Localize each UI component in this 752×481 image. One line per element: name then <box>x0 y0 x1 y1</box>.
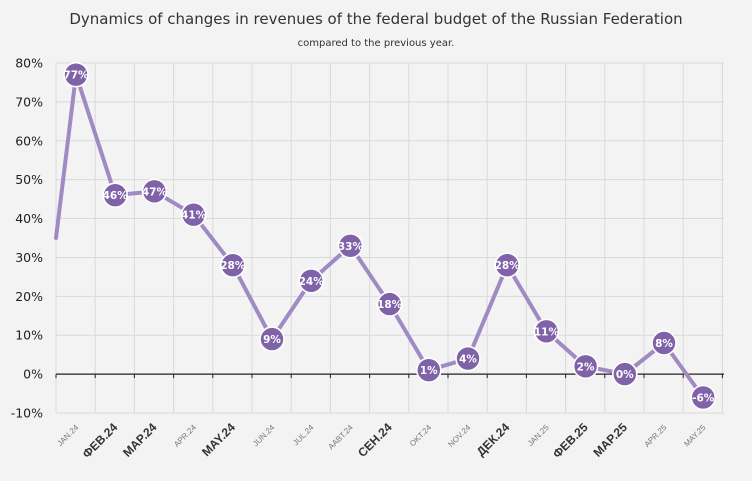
data-label: 1% <box>420 365 438 377</box>
x-tick-label: AABT.24 <box>326 423 355 452</box>
data-point-marker <box>141 178 168 205</box>
y-tick-label: 80% <box>15 56 43 71</box>
x-tick-label: MAY.24 <box>199 420 238 459</box>
data-label: 11% <box>534 326 560 338</box>
chart-title: Dynamics of changes in revenues of the f… <box>69 10 683 28</box>
data-point-marker <box>494 252 521 279</box>
data-label: 41% <box>181 210 207 222</box>
data-label: 24% <box>299 276 325 288</box>
y-tick-label: -10% <box>11 406 43 421</box>
x-tick-label: MAY.25 <box>682 423 708 449</box>
x-tick-label: ФЕВ.24 <box>80 420 121 461</box>
data-label: 18% <box>377 299 403 311</box>
data-label: 4% <box>459 354 477 366</box>
data-point-marker <box>415 357 442 384</box>
x-tick-label: JAN.25 <box>526 423 551 448</box>
data-label: 28% <box>220 260 246 272</box>
data-point-marker <box>102 182 128 209</box>
data-label: 47% <box>142 186 168 198</box>
data-point-marker <box>259 326 285 352</box>
y-tick-label: 70% <box>15 94 43 109</box>
y-tick-label: 40% <box>15 211 43 226</box>
data-label: 28% <box>495 260 521 272</box>
x-tick-label: ДЕК.24 <box>474 420 513 459</box>
data-label: 2% <box>577 361 595 373</box>
y-tick-label: 30% <box>15 250 43 265</box>
data-point-marker <box>651 330 677 356</box>
data-point-marker <box>611 361 638 387</box>
data-point-marker <box>690 384 717 411</box>
x-tick-label: ФЕВ.25 <box>550 420 591 461</box>
x-tick-label: JUL.24 <box>291 423 316 448</box>
x-tick-label: JAN.24 <box>55 423 80 448</box>
data-point-marker <box>180 201 207 228</box>
y-tick-label: 50% <box>15 172 43 187</box>
x-tick-label: APR.25 <box>643 423 669 449</box>
data-point-marker <box>63 61 89 88</box>
data-point-marker <box>455 345 481 372</box>
data-point-marker <box>220 252 246 279</box>
data-point-marker <box>572 353 599 380</box>
data-label: 46% <box>103 190 129 202</box>
data-label: 77% <box>63 70 89 82</box>
y-tick-label: 20% <box>15 289 43 304</box>
data-label: -6% <box>692 392 715 404</box>
data-point-marker <box>298 267 325 294</box>
x-tick-label: NOV.24 <box>446 423 472 449</box>
y-tick-label: 10% <box>15 328 43 343</box>
x-tick-label: CEH.24 <box>355 420 395 460</box>
series-line <box>54 72 706 400</box>
chart-subtitle: compared to the previous year. <box>297 38 455 49</box>
data-label: 0% <box>616 369 634 381</box>
data-point-marker <box>337 232 364 259</box>
x-tick-label: JUN.24 <box>251 423 277 449</box>
data-label: 33% <box>338 241 364 253</box>
data-label: 8% <box>655 338 673 350</box>
data-point-marker <box>376 291 403 317</box>
x-tick-label: MAP.25 <box>590 420 630 460</box>
y-tick-label: 0% <box>23 367 43 382</box>
x-tick-label: OKT.24 <box>408 423 434 449</box>
x-tick-label: APR.24 <box>172 423 198 449</box>
y-tick-label: 60% <box>15 133 43 148</box>
data-point-marker <box>533 318 560 345</box>
x-tick-label: MAP.24 <box>120 420 160 460</box>
data-label: 9% <box>263 334 281 346</box>
